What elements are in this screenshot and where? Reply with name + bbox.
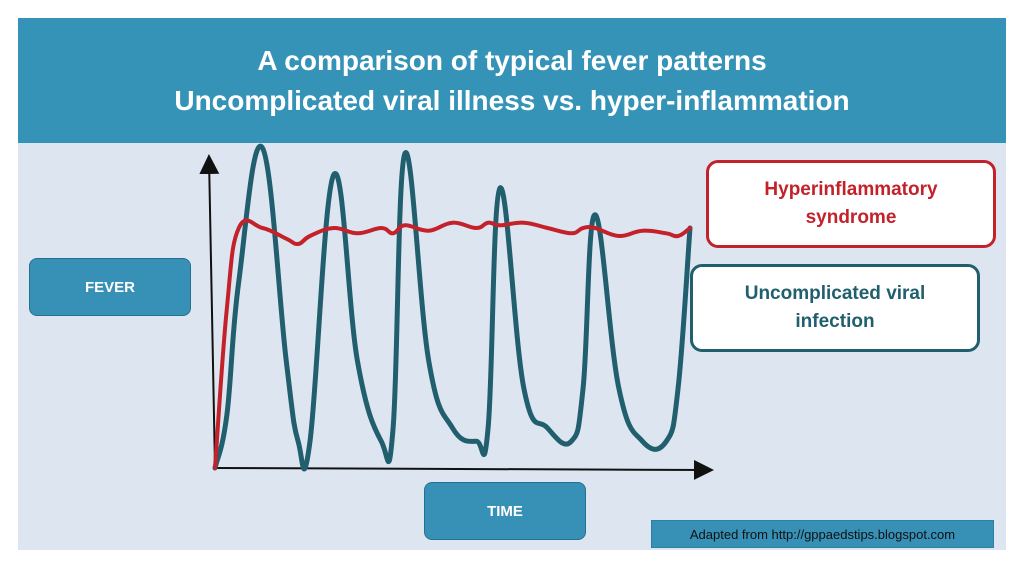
viral-infection-callout: Uncomplicated viral infection [690,264,980,352]
fever-pattern-chart [199,143,714,480]
source-credit: Adapted from http://gppaedstips.blogspot… [651,520,994,548]
viral-infection-line [212,143,693,472]
series-layer [212,143,693,472]
title-line-1: A comparison of typical fever patterns [257,44,767,76]
title-bar: A comparison of typical fever patterns U… [18,18,1006,143]
hyperinflammatory-callout: Hyperinflammatory syndrome [706,160,996,248]
time-axis-label: TIME [424,482,586,540]
hyperinflammatory-line [213,218,692,470]
y-axis [199,154,220,469]
x-axis [214,459,714,480]
fever-axis-label: FEVER [29,258,191,316]
title-line-2: Uncomplicated viral illness vs. hyper-in… [174,84,850,116]
slide: A comparison of typical fever patterns U… [18,18,1006,550]
